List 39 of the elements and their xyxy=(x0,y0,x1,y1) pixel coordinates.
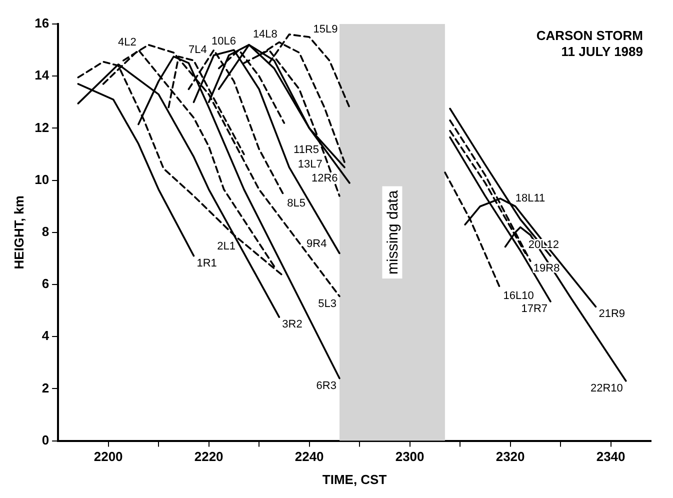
series-label: 11R5 xyxy=(294,144,320,156)
x-tick-label: 2320 xyxy=(496,449,525,464)
y-tick-label: 2 xyxy=(42,380,50,396)
y-tick-label: 12 xyxy=(34,120,50,135)
series-label: 5L3 xyxy=(318,298,336,310)
series-label: 6R3 xyxy=(316,380,336,392)
y-tick-label: 6 xyxy=(42,276,50,292)
series-label: 3R2 xyxy=(282,318,302,331)
series-label: 17R7 xyxy=(521,302,548,315)
y-tick-label: 4 xyxy=(42,328,50,344)
series-label: 7L4 xyxy=(188,44,207,56)
y-axis-title: HEIGHT, km xyxy=(11,196,26,270)
series-label: 2L1 xyxy=(217,240,236,252)
x-tick-label: 2200 xyxy=(94,449,123,464)
text: 11 JULY 1989 xyxy=(561,44,643,60)
band-label: missing data xyxy=(384,190,402,275)
series-label: 18L11 xyxy=(515,192,546,204)
series-label: 4L2 xyxy=(118,36,136,49)
x-tick-label: 2240 xyxy=(294,449,324,464)
y-tick-label: 0 xyxy=(42,432,50,448)
series-label: 14L8 xyxy=(252,28,278,40)
series-label: 10L6 xyxy=(211,36,236,48)
series-label: 16L10 xyxy=(503,290,534,302)
series-label: 21R9 xyxy=(598,308,626,320)
y-tick-label: 8 xyxy=(42,224,50,239)
x-tick-label: 2220 xyxy=(194,449,224,464)
series-label: 1R1 xyxy=(196,257,217,270)
x-axis-title: TIME, CST xyxy=(322,472,387,487)
series-label: 15L9 xyxy=(313,24,338,36)
series-label: 8L5 xyxy=(287,197,306,210)
y-tick-label: 14 xyxy=(34,68,50,83)
series-label: 9R4 xyxy=(306,238,327,250)
y-tick-label: 10 xyxy=(34,172,50,187)
chart-title: CARSON STORM xyxy=(536,28,643,44)
x-tick-label: 2340 xyxy=(596,449,626,464)
series-label: 13L7 xyxy=(298,158,322,171)
x-tick-label: 2300 xyxy=(395,449,424,464)
series-label: 22R10 xyxy=(590,382,623,394)
y-tick-label: 16 xyxy=(34,16,50,31)
